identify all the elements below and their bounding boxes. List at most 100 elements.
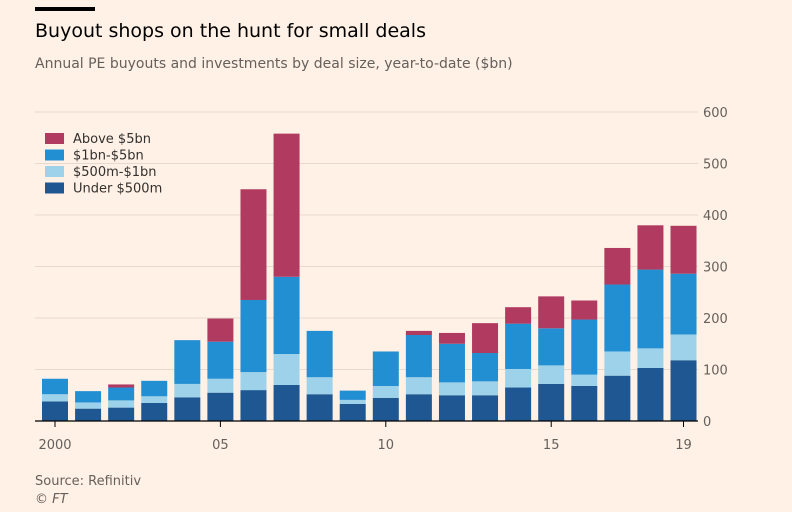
bar-2004--500m-1bn [174, 383, 201, 398]
bar-2010--500m-1bn [372, 385, 399, 398]
bar-2009--500m-1bn [339, 399, 366, 404]
bar-2014-above-5bn [505, 307, 532, 324]
bar-2015--500m-1bn [538, 365, 565, 384]
bar-2011-above-5bn [405, 330, 432, 335]
bar-2006--1bn-5bn [240, 299, 267, 373]
bar-2017--500m-1bn [604, 351, 631, 376]
legend-swatch [45, 166, 64, 177]
bar-2018--1bn-5bn [637, 269, 664, 349]
bar-2002--1bn-5bn [108, 387, 135, 401]
bar-2019-above-5bn [670, 225, 697, 274]
y-tick-label: 200 [703, 312, 728, 327]
legend-swatch [45, 182, 64, 194]
bar-2013--500m-1bn [472, 381, 499, 396]
bar-2017--1bn-5bn [604, 284, 631, 352]
bar-2014-under-500m [505, 387, 532, 421]
bar-2006-above-5bn [240, 189, 267, 300]
bar-2012-above-5bn [438, 332, 465, 344]
bar-2016-above-5bn [571, 300, 598, 320]
bar-2009--1bn-5bn [339, 390, 366, 400]
bar-2001--500m-1bn [75, 402, 102, 409]
x-tick-label: 05 [212, 438, 229, 453]
bar-2008--1bn-5bn [306, 330, 333, 378]
bar-2011--500m-1bn [405, 377, 432, 395]
y-tick-label: 600 [703, 106, 728, 121]
bar-2004-under-500m [174, 397, 201, 421]
x-tick-label: 19 [675, 438, 692, 453]
chart-subtitle: Annual PE buyouts and investments by dea… [35, 56, 513, 72]
bar-2018-under-500m [637, 367, 664, 421]
y-tick-label: 300 [703, 261, 728, 276]
bar-2002--500m-1bn [108, 400, 135, 408]
bar-2019--1bn-5bn [670, 273, 697, 335]
bar-2017-above-5bn [604, 247, 631, 285]
bar-2003--500m-1bn [141, 396, 168, 403]
bar-2014--1bn-5bn [505, 323, 532, 369]
bar-2012--500m-1bn [438, 382, 465, 396]
bar-2005-above-5bn [207, 318, 234, 342]
bar-2013-above-5bn [472, 323, 499, 354]
bar-2013--1bn-5bn [472, 353, 499, 382]
bar-2003--1bn-5bn [141, 380, 168, 397]
bar-2005--500m-1bn [207, 378, 234, 393]
bar-2018-above-5bn [637, 225, 664, 270]
chart-title: Buyout shops on the hunt for small deals [35, 20, 426, 42]
bar-2005-under-500m [207, 392, 234, 421]
bar-2015-under-500m [538, 383, 565, 421]
bar-2016--500m-1bn [571, 374, 598, 386]
bar-2007-above-5bn [273, 133, 300, 277]
legend-swatch [45, 133, 64, 144]
bar-2012-under-500m [438, 395, 465, 421]
bar-2011--1bn-5bn [405, 335, 432, 378]
bar-2007--1bn-5bn [273, 276, 300, 355]
bar-2019-under-500m [670, 360, 697, 421]
bar-2011-under-500m [405, 394, 432, 421]
axes: 0 100 200 300 400 500 600 2000 05 10 15 19 [35, 106, 728, 453]
x-tick-label: 15 [543, 438, 560, 453]
x-tick-label: 10 [378, 438, 395, 453]
bar-2010--1bn-5bn [372, 351, 399, 386]
bar-2016--1bn-5bn [571, 319, 598, 375]
bar-2005--1bn-5bn [207, 341, 234, 379]
bar-2016-under-500m [571, 385, 598, 421]
top-rule [35, 7, 95, 11]
bar-2008--500m-1bn [306, 377, 333, 395]
legend-label: Under $500m [73, 182, 162, 197]
y-tick-label: 100 [703, 364, 728, 379]
bar-2000--1bn-5bn [42, 378, 68, 395]
bar-2019--500m-1bn [670, 334, 697, 361]
bar-2006--500m-1bn [240, 372, 267, 391]
copyright: © FT [35, 492, 68, 507]
bar-2003-under-500m [141, 402, 168, 421]
bars [42, 133, 697, 421]
bar-2009-under-500m [339, 404, 366, 421]
y-tick-label: 0 [703, 415, 711, 430]
y-tick-label: 500 [703, 158, 728, 173]
bar-2007-under-500m [273, 384, 300, 421]
bar-2007--500m-1bn [273, 354, 300, 385]
bar-2000-under-500m [42, 401, 68, 421]
source-note: Source: Refinitiv [35, 474, 142, 489]
legend-label: $500m-$1bn [73, 165, 156, 180]
bar-2001--1bn-5bn [75, 391, 102, 403]
bar-2010-under-500m [372, 397, 399, 421]
bar-2014--500m-1bn [505, 368, 532, 388]
legend-swatch [45, 149, 64, 161]
bar-2000--500m-1bn [42, 394, 68, 402]
bar-2002-above-5bn [108, 384, 135, 388]
bar-2012--1bn-5bn [438, 343, 465, 383]
legend: Above $5bn $1bn-$5bn$500m-$1bn Under $500m [45, 132, 162, 197]
bar-2008-under-500m [306, 394, 333, 421]
bar-2006-under-500m [240, 390, 267, 421]
bar-2015-above-5bn [538, 296, 565, 329]
bar-2017-under-500m [604, 375, 631, 421]
y-tick-label: 400 [703, 209, 728, 224]
legend-label: Above $5bn [73, 132, 151, 147]
bar-2015--1bn-5bn [538, 328, 565, 366]
bar-2018--500m-1bn [637, 348, 664, 368]
bar-2013-under-500m [472, 395, 499, 421]
bar-2002-under-500m [108, 407, 135, 421]
legend-label: $1bn-$5bn [73, 149, 144, 164]
bar-2004--1bn-5bn [174, 340, 201, 384]
